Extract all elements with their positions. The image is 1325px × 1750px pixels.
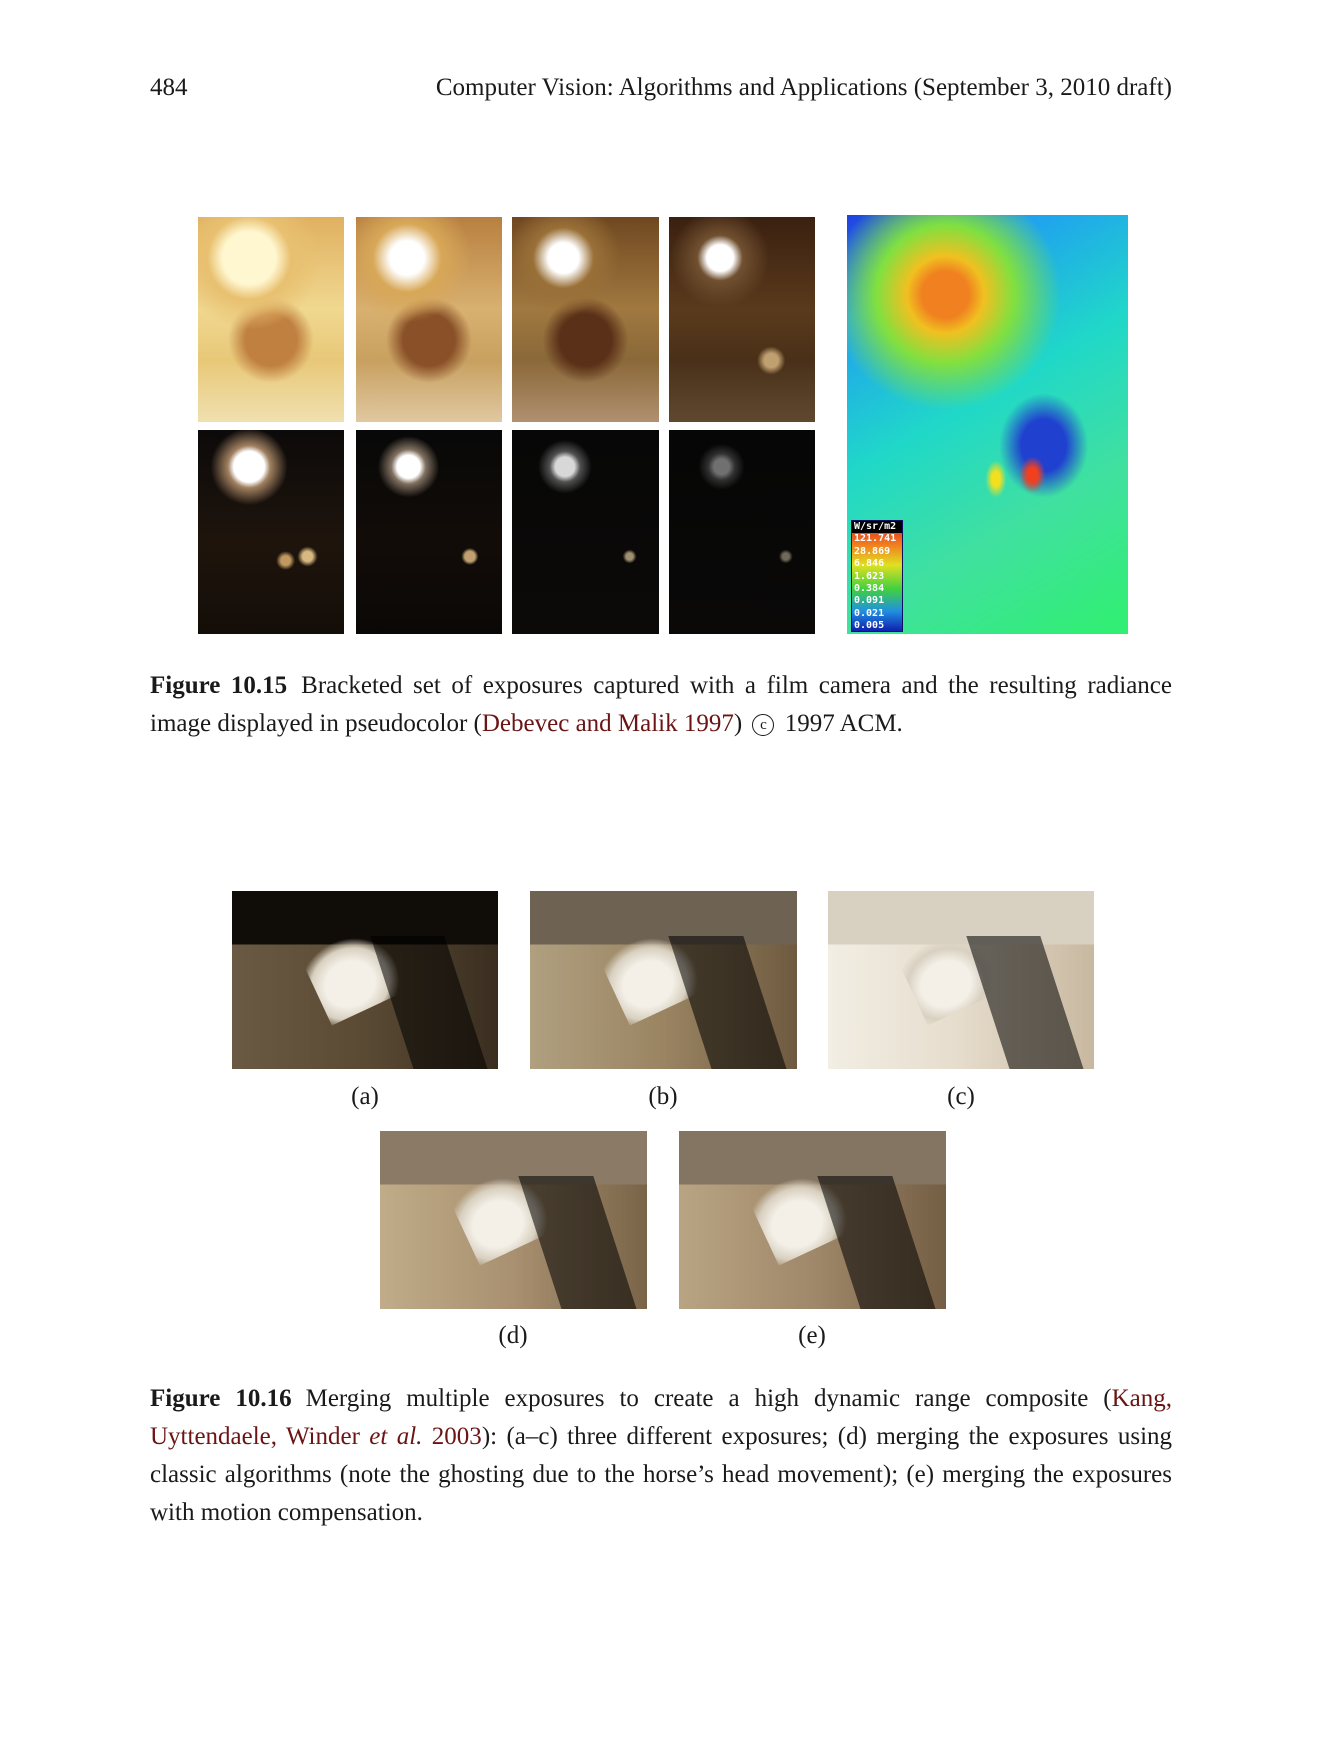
- legend-value: 0.005: [854, 620, 885, 632]
- subfigure-label-c: (c): [947, 1083, 975, 1110]
- exposure-image-3: [512, 217, 659, 422]
- citation-link[interactable]: Debevec and Malik 1997: [481, 710, 734, 737]
- caption-text: Bracketed set of exposures captured with…: [150, 672, 1172, 737]
- horse-image-c: [828, 891, 1094, 1069]
- legend-value: 0.384: [854, 583, 885, 595]
- exposure-image-5: [198, 430, 344, 634]
- subfigure-label-e: (e): [798, 1322, 826, 1349]
- horse-image-e: [679, 1131, 946, 1309]
- subfigure-label-b: (b): [648, 1083, 678, 1110]
- horse-image-b: [530, 891, 797, 1069]
- running-head: Computer Vision: Algorithms and Applicat…: [435, 74, 1172, 101]
- legend-value: 0.021: [854, 607, 885, 619]
- figure-number: Figure 10.15: [150, 672, 288, 699]
- exposure-image-8: [669, 430, 815, 634]
- legend-unit: W/sr/m2: [852, 521, 902, 534]
- citation-etal: et al.: [369, 1423, 423, 1450]
- page-number: 484: [150, 74, 188, 101]
- legend-value: 28.869: [854, 545, 891, 557]
- radiance-pseudocolor-image: W/sr/m2 121.741 28.869 6.846 1.623 0.384…: [847, 215, 1128, 634]
- page-header: 484 Computer Vision: Algorithms and Appl…: [150, 74, 1172, 106]
- citation-link[interactable]: Kang, Uyttendaele, Winder et al. 2003: [150, 1385, 1172, 1450]
- exposure-image-2: [356, 217, 502, 422]
- subfigure-label-d: (d): [498, 1322, 528, 1349]
- figure-number: Figure 10.16: [150, 1385, 292, 1412]
- citation-authors: Kang, Uyttendaele, Winder: [150, 1385, 1172, 1450]
- copyright-symbol: c: [752, 714, 775, 736]
- exposure-image-1: [198, 217, 344, 422]
- exposure-image-7: [512, 430, 659, 634]
- horse-image-a: [232, 891, 498, 1069]
- legend-value: 6.846: [854, 558, 885, 570]
- caption-text: ): [733, 710, 743, 737]
- caption-text: ): (a–c) three different exposures; (d) …: [150, 1423, 1173, 1526]
- exposure-image-4: [669, 217, 815, 422]
- horse-image-d: [380, 1131, 647, 1309]
- legend-value: 1.623: [854, 570, 885, 582]
- citation-year: 2003: [422, 1423, 482, 1450]
- legend-value: 0.091: [854, 595, 885, 607]
- subfigure-label-a: (a): [351, 1083, 379, 1110]
- figure-10-15-caption: Figure 10.15 Bracketed set of exposures c…: [150, 667, 1172, 743]
- figure-10-16-caption: Figure 10.16 Merging multiple exposures t…: [150, 1380, 1172, 1532]
- legend-value: 121.741: [854, 533, 897, 545]
- caption-text: Merging multiple exposures to create a h…: [305, 1385, 1112, 1412]
- copyright-text: 1997 ACM.: [784, 710, 903, 737]
- exposure-image-6: [356, 430, 502, 634]
- radiance-legend: W/sr/m2 121.741 28.869 6.846 1.623 0.384…: [851, 520, 903, 632]
